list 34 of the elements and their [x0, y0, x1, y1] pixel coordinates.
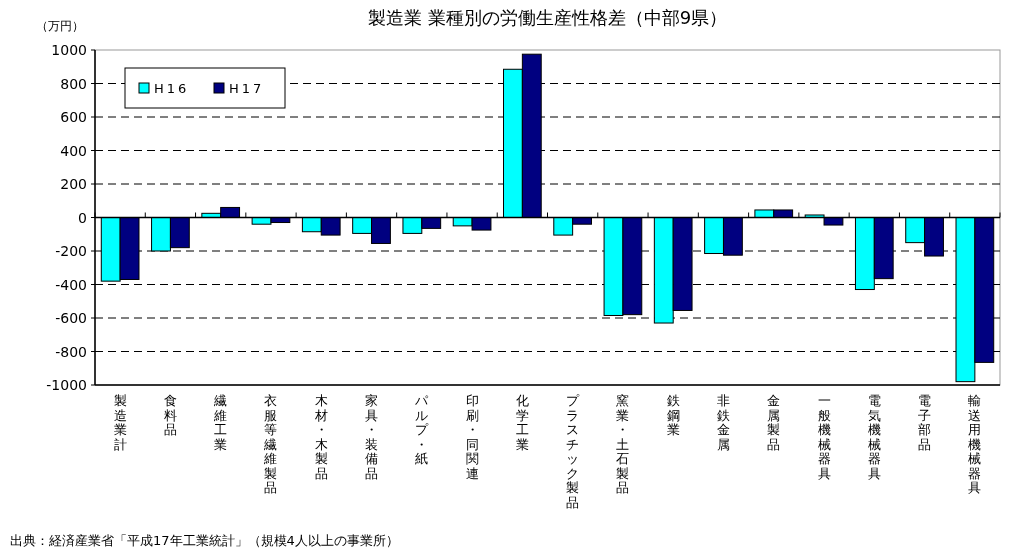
x-tick-label: 食料品: [163, 393, 177, 437]
x-tick-label: 金属製品: [767, 393, 781, 452]
y-tick-label: -600: [55, 310, 87, 326]
x-tick-label: 印刷・同関連: [465, 393, 479, 481]
chart-title: 製造業 業種別の労働生産性格差（中部9県）: [367, 7, 728, 28]
x-tick-label: 窯業・土石製品: [616, 393, 630, 495]
y-tick-label: 0: [78, 209, 87, 226]
x-tick-label: 衣服等繊維製品: [263, 393, 278, 495]
x-tick-label: 木材・木製品: [313, 393, 328, 481]
y-tick-label: 400: [60, 142, 87, 159]
x-tick-label: 鉄鋼業: [666, 393, 680, 437]
x-tick-label: 輸送用機械器具: [968, 393, 982, 495]
x-tick-label: 一般機械器具: [817, 393, 831, 481]
x-tick-label: プラスチック製品: [566, 393, 581, 510]
y-tick-label: 1000: [51, 42, 87, 58]
y-tick-label: -400: [55, 276, 87, 293]
x-tick-label: 化学工業: [515, 393, 529, 452]
y-tick-label: 200: [60, 176, 87, 192]
x-tick-label: 非鉄金属: [716, 393, 730, 452]
x-tick-label: 繊維工業: [213, 393, 228, 452]
x-tick-label: パルプ・紙: [414, 393, 430, 466]
x-tick-label: 電子部品: [918, 393, 932, 452]
x-tick-label: 家具・装備品: [365, 393, 379, 481]
y-tick-label: 600: [60, 109, 87, 125]
x-tick-label: 製造業計: [113, 393, 127, 452]
source-note: 出典：経済産業省「平成17年工業統計」（規模4人以上の事業所）: [10, 533, 399, 548]
y-tick-label: -200: [55, 243, 87, 259]
y-tick-label: -800: [55, 343, 87, 360]
y-tick-label: 800: [60, 75, 87, 92]
legend-label: H17: [229, 81, 265, 96]
y-tick-label: -1000: [46, 377, 87, 393]
x-tick-label: 電気機械器具: [867, 393, 881, 481]
legend-label: H16: [154, 81, 190, 96]
y-axis-title: （万円）: [36, 19, 84, 33]
